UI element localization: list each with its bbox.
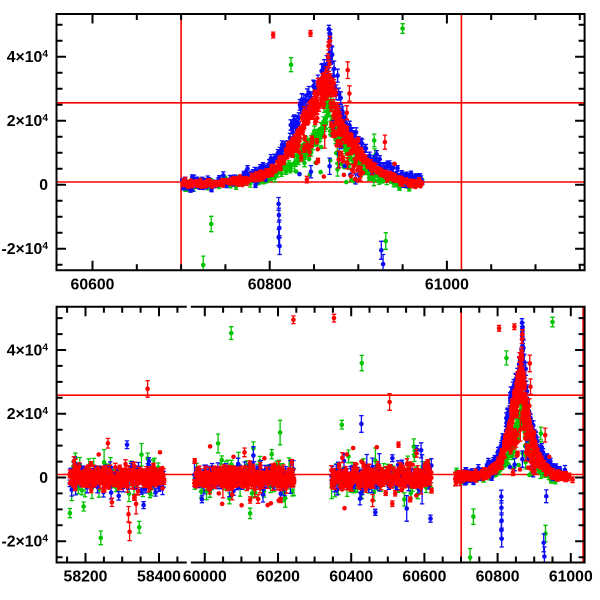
svg-text:61000: 61000 (549, 569, 593, 586)
svg-text:60600: 60600 (71, 276, 115, 293)
svg-text:-2×104: -2×104 (1, 241, 48, 258)
svg-text:4×104: 4×104 (7, 49, 49, 66)
svg-text:60000: 60000 (183, 569, 227, 586)
svg-text:60800: 60800 (476, 569, 520, 586)
svg-text:0: 0 (39, 177, 48, 194)
svg-text:4×104: 4×104 (7, 342, 49, 359)
svg-text:60200: 60200 (256, 569, 300, 586)
svg-text:58200: 58200 (64, 569, 108, 586)
svg-text:0: 0 (39, 470, 48, 487)
svg-text:60800: 60800 (248, 276, 292, 293)
svg-text:60400: 60400 (329, 569, 373, 586)
svg-text:60600: 60600 (402, 569, 446, 586)
svg-text:-2×104: -2×104 (1, 534, 48, 551)
svg-text:61000: 61000 (425, 276, 469, 293)
svg-text:2×104: 2×104 (7, 406, 49, 423)
svg-text:2×104: 2×104 (7, 113, 49, 130)
svg-text:58400: 58400 (137, 569, 181, 586)
